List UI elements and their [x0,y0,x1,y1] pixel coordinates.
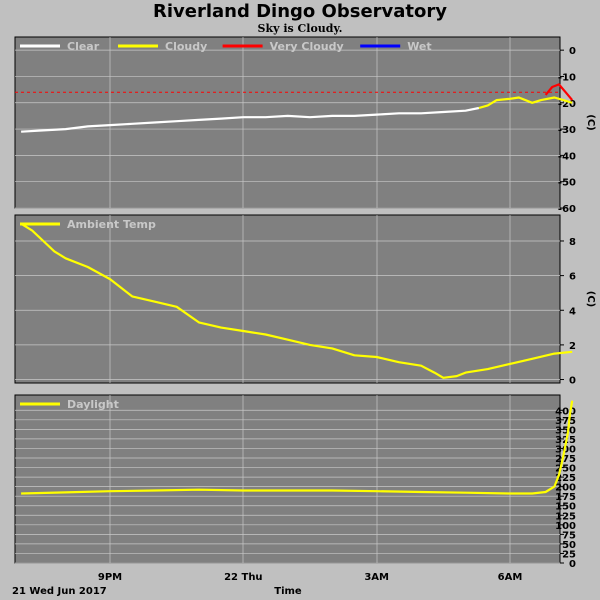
x-tick-label: 22 Thu [224,572,262,583]
y-tick-label: 100 [555,521,576,532]
y-tick-label: -50 [558,178,576,189]
y-tick-label: 375 [555,416,576,427]
panel-ambient: 0 2 4 6 8 (C) Ambient Temp [14,214,596,387]
x-axis-label: Time [274,586,302,597]
y-tick-label: 125 [555,511,576,522]
y-tick-label: -60 [558,204,576,215]
date-label: 21 Wed Jun 2017 [12,586,107,597]
y-tick-label: 25 [562,549,576,560]
y-tick-label: 0 [569,376,576,387]
sky-status-subtitle: Sky is Cloudy. [257,22,343,35]
y-tick-label: -10 [558,72,576,83]
y-tick-label: 275 [555,454,576,465]
y-tick-label: 2 [569,341,576,352]
y-tick-label: 75 [562,530,576,541]
y-tick-label: 8 [569,237,576,248]
panel-background-sky [14,36,561,209]
x-tick-label: 9PM [98,572,122,583]
y-axis-label: (C) [585,114,596,130]
page-title: Riverland Dingo Observatory [152,1,448,22]
y-tick-label: 0 [569,46,576,57]
legend-label: Daylight [67,398,119,411]
legend-label: Cloudy [165,40,207,53]
panel-background-ambient [14,214,561,384]
y-tick-label: 250 [555,464,576,475]
panel-sky: 0 -10 -20 -30 -40 -50 -60 (C) Clear Cloudy Very Cl… [14,36,596,215]
legend-label: Wet [407,40,431,53]
y-tick-label: 400 [555,406,576,417]
y-tick-label: 50 [562,540,576,551]
legend-label: Clear [67,40,100,53]
y-tick-label: 0 [569,559,576,570]
y-tick-label: 175 [555,492,576,503]
y-tick-label: 150 [555,502,576,513]
series-line-very-cloudy [544,83,574,101]
y-tick-label: 4 [569,306,576,317]
series-line-daylight [21,400,574,495]
panel-background-daylight [14,394,561,564]
x-tick-label: 3AM [364,572,389,583]
y-tick-label: 200 [555,483,576,494]
legend-label: Very Cloudy [270,40,344,53]
panel-daylight: 0255075100125150175200225250275300325350… [14,394,576,570]
legend-label: Ambient Temp [67,218,156,231]
series-line-ambient-temp [20,222,573,379]
y-tick-label: -40 [558,151,576,162]
series-line-cloudy [478,96,573,110]
y-axis-label: (C) [585,291,596,307]
y-tick-label: -30 [558,125,576,136]
x-tick-label: 6AM [498,572,523,583]
y-tick-label: 225 [555,473,576,484]
y-tick-label: 350 [555,425,576,436]
y-tick-label: -20 [558,99,576,110]
series-line-clear [21,106,480,133]
y-tick-label: 6 [569,272,576,283]
